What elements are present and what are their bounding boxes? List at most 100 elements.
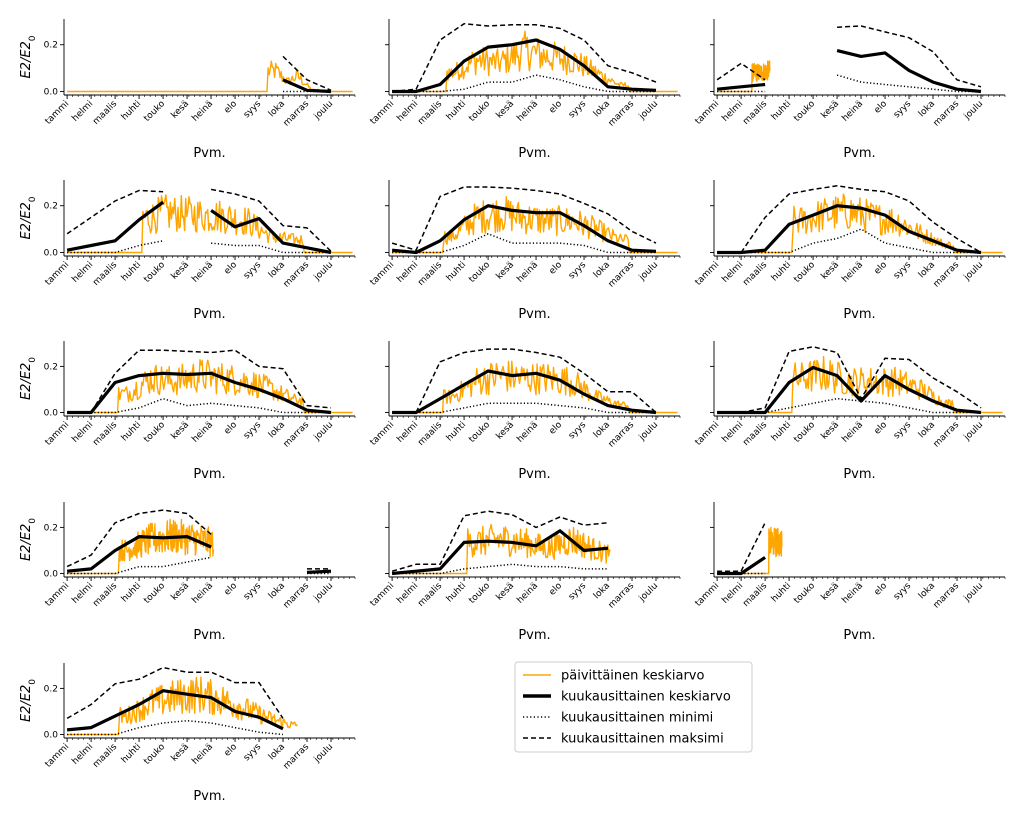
y-axis-title-main: E2/E2: [19, 41, 34, 78]
x-tick-label-syys: syys: [242, 99, 263, 120]
x-tick-label-heinä: heinä: [840, 420, 865, 445]
x-tick-label-loka: loka: [267, 260, 287, 280]
x-tick-label-elo: elo: [223, 742, 240, 759]
x-tick-label-elo: elo: [548, 99, 565, 116]
x-tick-label-tammi: tammi: [44, 420, 72, 448]
monthly-min-series: [392, 74, 656, 93]
x-tick-label-loka: loka: [592, 581, 612, 601]
x-tick-label-syys: syys: [892, 581, 913, 602]
monthly-min-series: [67, 719, 284, 736]
daily-mean-series: [716, 60, 771, 93]
x-tick-label-elo: elo: [223, 581, 240, 598]
x-tick-label-loka: loka: [917, 260, 937, 280]
monthly-mean-series: [67, 371, 332, 415]
x-tick-label-heinä: heinä: [515, 260, 540, 285]
daily-mean-series: [66, 518, 215, 575]
x-tick-label-syys: syys: [242, 742, 263, 763]
y-axis-title: E2/E20: [19, 518, 38, 561]
y-tick-label: 0.2: [44, 362, 58, 372]
x-tick-label-huhti: huhti: [770, 260, 793, 283]
x-tick-label-kesä: kesä: [170, 581, 192, 603]
daily-line: [717, 355, 1003, 414]
monthly-max-line: [66, 666, 284, 720]
x-tick-label-loka: loka: [917, 581, 937, 601]
x-axis-title: Pvm.: [193, 789, 225, 804]
x-tick-label-huhti: huhti: [445, 581, 468, 604]
daily-line: [392, 523, 611, 575]
x-tick-label-marras: marras: [932, 420, 962, 450]
x-tick-label-syys: syys: [567, 581, 588, 602]
x-tick-label-tammi: tammi: [44, 99, 72, 127]
x-tick-label-syys: syys: [892, 420, 913, 441]
x-axis-title: Pvm.: [843, 146, 875, 161]
y-axis-title: E2/E20: [19, 679, 38, 722]
y-axis-title: E2/E20: [19, 357, 38, 400]
x-tick-label-joulu: joulu: [637, 99, 660, 122]
x-tick-label-tammi: tammi: [694, 581, 722, 609]
x-tick-label-tammi: tammi: [44, 581, 72, 609]
monthly-max-line: [392, 22, 657, 93]
x-tick-label-loka: loka: [592, 99, 612, 119]
monthly-min-line: [836, 74, 981, 93]
y-axis-title-sub: 0: [28, 357, 38, 363]
x-tick-label-kesä: kesä: [170, 260, 192, 282]
monthly-min-series: [717, 228, 981, 254]
monthly-min-line: [67, 556, 212, 575]
x-tick-label-maalis: maalis: [741, 99, 769, 127]
monthly-max-line: [66, 509, 212, 568]
x-tick-label-touko: touko: [142, 581, 167, 606]
x-tick-label-marras: marras: [282, 99, 312, 129]
x-tick-label-huhti: huhti: [120, 581, 143, 604]
x-tick-label-tammi: tammi: [369, 260, 397, 288]
x-tick-label-loka: loka: [592, 260, 612, 280]
x-tick-label-joulu: joulu: [962, 260, 985, 283]
monthly-max-series: [66, 666, 284, 720]
x-tick-label-joulu: joulu: [312, 99, 335, 122]
x-tick-label-huhti: huhti: [120, 742, 143, 765]
monthly-max-line: [210, 188, 332, 252]
monthly-mean-series: [392, 38, 657, 94]
legend-label: kuukausittainen maksimi: [561, 732, 724, 747]
monthly-min-line: [67, 719, 284, 736]
monthly-mean-series: [391, 204, 657, 255]
y-axis-title-sub: 0: [28, 518, 38, 524]
monthly-mean-line: [392, 369, 657, 415]
x-tick-label-marras: marras: [282, 742, 312, 772]
y-tick-label: 0.2: [44, 202, 58, 212]
monthly-mean-line: [716, 82, 766, 91]
x-tick-label-tammi: tammi: [369, 99, 397, 127]
daily-line: [392, 195, 678, 254]
x-tick-label-marras: marras: [607, 99, 637, 129]
x-tick-label-loka: loka: [592, 420, 612, 440]
daily-mean-series: [67, 359, 353, 414]
daily-line: [66, 518, 215, 575]
x-axis-title: Pvm.: [193, 307, 225, 322]
monthly-min-line: [392, 402, 656, 414]
monthly-min-series: [392, 563, 608, 575]
x-tick-label-tammi: tammi: [369, 420, 397, 448]
y-tick-label: 0.0: [44, 248, 59, 258]
x-axis-title: Pvm.: [518, 628, 550, 643]
x-tick-label-touko: touko: [467, 420, 492, 445]
legend-label: kuukausittainen keskiarvo: [561, 690, 731, 705]
x-tick-label-maalis: maalis: [91, 581, 119, 609]
x-tick-label-tammi: tammi: [694, 260, 722, 288]
x-tick-label-marras: marras: [282, 260, 312, 290]
x-axis-title: Pvm.: [518, 307, 550, 322]
y-tick-label: 0.2: [44, 523, 58, 533]
x-tick-label-marras: marras: [607, 581, 637, 611]
x-tick-label-marras: marras: [607, 260, 637, 290]
monthly-mean-line: [392, 38, 657, 94]
monthly-max-series: [66, 188, 332, 252]
y-axis-title-main: E2/E2: [19, 363, 34, 400]
x-tick-label-kesä: kesä: [170, 99, 192, 121]
x-tick-label-kesä: kesä: [170, 420, 192, 442]
x-tick-label-touko: touko: [792, 420, 817, 445]
x-tick-label-syys: syys: [567, 99, 588, 120]
